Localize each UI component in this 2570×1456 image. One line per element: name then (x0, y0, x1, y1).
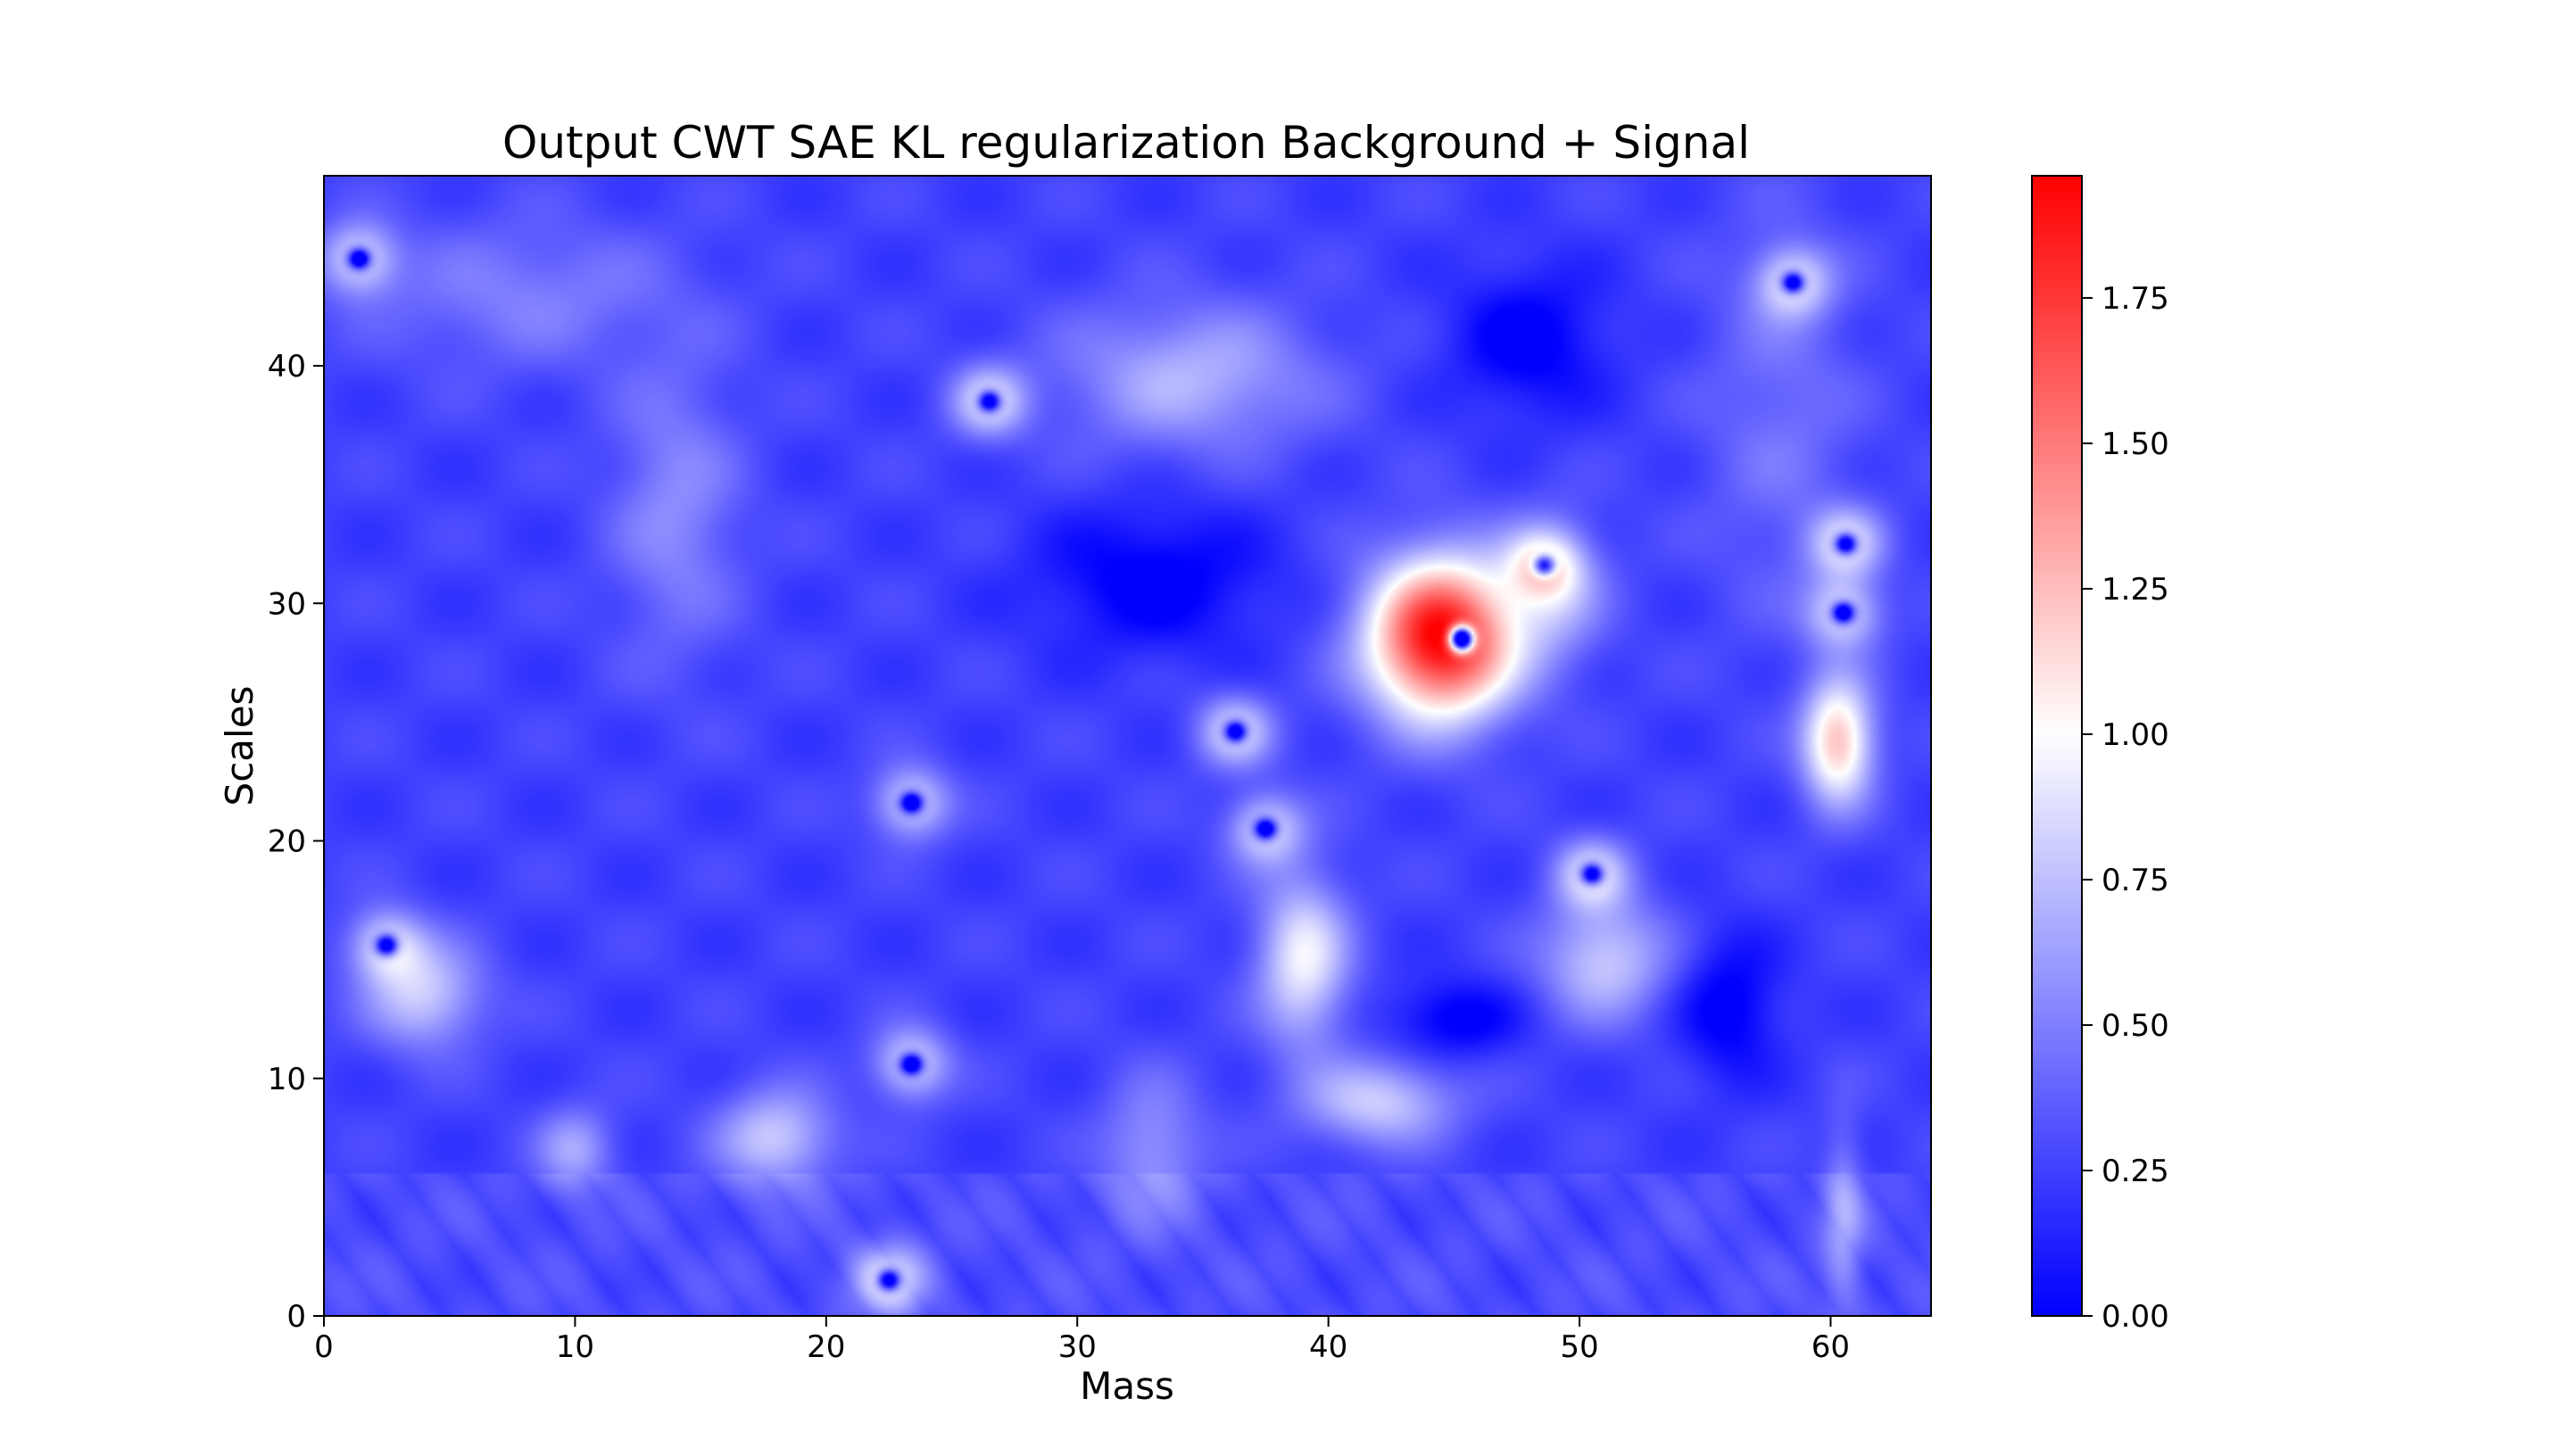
colorbar-tick-label: 0.75 (2102, 863, 2169, 898)
y-tick-label: 10 (268, 1062, 306, 1097)
x-tick-label: 30 (1058, 1329, 1097, 1365)
colorbar-tick-label: 0.00 (2102, 1299, 2169, 1335)
x-tick-label: 50 (1560, 1329, 1598, 1365)
x-tick-label: 60 (1811, 1329, 1850, 1365)
plot-frame (323, 175, 1932, 1317)
colorbar-tick-label: 1.75 (2102, 281, 2169, 317)
y-tick-label: 0 (286, 1299, 306, 1335)
colorbar-tick-label: 1.25 (2102, 572, 2169, 608)
y-tick-label: 30 (268, 586, 306, 622)
colorbar-tick-label: 1.00 (2102, 717, 2169, 753)
x-tick-label: 20 (807, 1329, 845, 1365)
colorbar-tick-label: 0.25 (2102, 1154, 2169, 1189)
x-tick-label: 0 (314, 1329, 334, 1365)
y-axis-label: Scales (218, 686, 261, 807)
colorbar-gradient (2032, 176, 2082, 1316)
chart-title: Output CWT SAE KL regularization Backgro… (502, 117, 1750, 169)
x-tick-label: 10 (556, 1329, 594, 1365)
x-axis: 0 10 20 30 40 50 60 (314, 1316, 1850, 1365)
x-axis-label: Mass (1080, 1364, 1174, 1408)
colorbar-tick-label: 0.50 (2102, 1008, 2169, 1044)
y-axis: 0 10 20 30 40 (268, 349, 324, 1335)
heatmap-image (324, 176, 1931, 1316)
colorbar-axis: 0.00 0.25 0.50 0.75 1.00 1.25 1.50 1.75 (2082, 281, 2169, 1335)
colorbar: 0.00 0.25 0.50 0.75 1.00 1.25 1.50 1.75 (2031, 175, 2169, 1335)
y-tick-label: 20 (268, 824, 306, 860)
y-tick-label: 40 (268, 349, 306, 385)
colorbar-frame (2031, 175, 2083, 1317)
colorbar-tick-label: 1.50 (2102, 426, 2169, 462)
plot-area (323, 175, 1932, 1317)
x-tick-label: 40 (1309, 1329, 1347, 1365)
